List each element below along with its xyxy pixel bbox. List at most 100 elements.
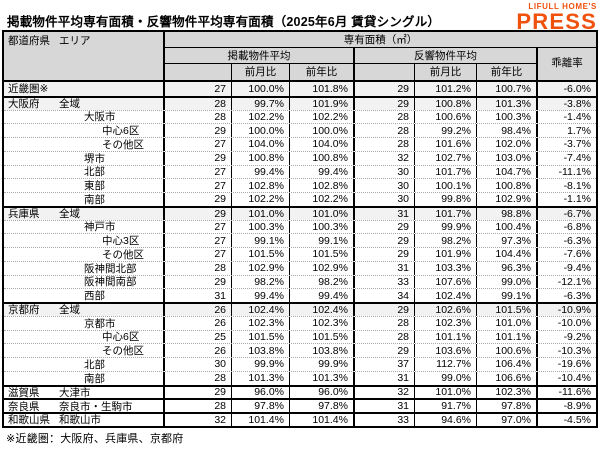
cell-resp_mom: 102.7% [415,151,477,165]
cell-resp_yoy: 101.5% [477,304,538,316]
cell-div: -7.4% [563,152,591,165]
area-label: その他区 [102,138,144,151]
cell-div: -8.9% [563,400,591,412]
cell-listed_yoy: 101.4% [290,414,355,426]
cell-listed_yoy: 104.0% [290,138,355,151]
cell-listed: 26 [165,316,232,330]
cell-listed: 28 [165,261,232,275]
cell-listed_mom: 102.8% [232,179,290,192]
cell-div: -6.8% [563,220,591,233]
cell-listed_yoy: 96.0% [290,386,355,399]
cell-resp_mom: 100.8% [415,97,477,110]
cell-listed: 29 [165,275,232,289]
cell-resp_yoy: 97.8% [477,400,538,412]
cell-resp_yoy: 100.4% [477,220,538,234]
cell-listed_yoy: 99.4% [290,289,355,302]
cell-listed: 27 [165,220,232,234]
cell-resp_mom: 99.9% [415,220,477,234]
cell-area-label: その他区 [4,138,165,151]
cell-listed: 30 [165,358,232,371]
cell-listed: 29 [165,151,232,165]
cell-listed: 27 [165,138,232,151]
table-row: 南部 29 102.2% 102.2% 30 99.8% 102.9% -1.1% [4,192,596,206]
cell-resp: 33 [355,275,415,289]
table-row: 堺市 29 100.8% 100.8% 32 102.7% 103.0% -7.4% [4,150,596,165]
table-row: 滋賀県 大津市 29 96.0% 96.0% 32 101.0% 102.3% -11.6% [4,384,596,399]
cell-div: -12.1% [557,275,591,288]
cell-resp_yoy: 103.0% [477,151,538,165]
cell-area-label: 京都市 [4,316,165,330]
table-row: 北部 27 99.4% 99.4% 30 101.7% 104.7% -11.1% [4,164,596,179]
cell-listed_mom: 100.0% [232,82,290,96]
table-row: 大阪市 28 102.2% 102.2% 28 100.6% 100.3% -1.4% [4,109,596,124]
cell-div: -8.1% [563,179,591,192]
cell-resp_mom: 112.7% [415,358,477,371]
cell-resp_mom: 100.1% [415,179,477,192]
cell-resp_mom: 101.6% [415,138,477,151]
cell-listed_yoy: 102.4% [290,304,355,316]
area-label: 堺市 [84,152,105,165]
cell-area-label: 京都府 全域 [4,304,165,316]
area-label: 奈良市・生駒市 [59,400,133,412]
cell-listed_yoy: 100.0% [290,124,355,137]
cell-resp_yoy: 100.3% [477,110,538,124]
cell-resp: 31 [355,261,415,275]
cell-div: -11.6% [558,386,592,399]
cell-div: -19.6% [557,358,591,371]
cell-div: -1.1% [563,193,591,206]
cell-div: -6.0% [563,82,591,95]
cell-resp: 37 [355,358,415,371]
cell-area-label: 近畿圏※ [4,82,165,96]
area-label: 南部 [84,193,105,206]
cell-resp_mom: 94.6% [415,414,477,426]
cell-listed: 27 [165,179,232,192]
cell-listed_mom: 101.5% [232,248,290,261]
cell-resp: 30 [355,165,415,179]
cell-resp_mom: 99.2% [415,124,477,137]
footnote: ※近畿圏：大阪府、兵庫県、京都府 [6,433,184,445]
cell-listed_yoy: 101.0% [290,207,355,220]
cell-resp_mom: 101.7% [415,207,477,220]
cell-listed: 28 [165,400,232,412]
prefecture-label: 大阪府 [8,98,40,110]
area-label: 中心6区 [102,331,140,344]
cell-listed_yoy: 102.2% [290,110,355,124]
cell-resp_mom: 99.0% [415,371,477,385]
cell-resp_yoy: 98.8% [477,207,538,220]
cell-resp: 29 [355,82,415,96]
cell-listed: 32 [165,414,232,426]
cell-div: -11.1% [558,165,592,178]
cell-resp_yoy: 106.4% [477,358,538,371]
table-row: その他区 27 104.0% 104.0% 28 101.6% 102.0% -3.7% [4,137,596,151]
cell-resp: 32 [355,386,415,399]
cell-resp_yoy: 97.3% [477,234,538,247]
header-response-yoy: 前年比 [477,64,538,80]
cell-area-label: その他区 [4,248,165,261]
press-logo: LIFULL HOME'S PRESS [516,2,597,33]
table-row: 阪神間北部 28 102.9% 102.9% 31 103.3% 96.3% -9.4% [4,260,596,275]
cell-area-label: 東部 [4,179,165,192]
cell-listed: 27 [165,82,232,96]
cell-listed_yoy: 102.2% [290,193,355,206]
area-label: 全域 [59,304,80,316]
cell-resp_mom: 101.7% [415,165,477,179]
cell-resp: 34 [355,289,415,302]
cell-resp_mom: 91.7% [415,400,477,412]
area-label: 北部 [84,166,105,179]
cell-listed_mom: 99.1% [232,234,290,247]
cell-resp_yoy: 102.0% [477,138,538,151]
table-row: 北部 30 99.9% 99.9% 37 112.7% 106.4% -19.6% [4,357,596,371]
table-row: 近畿圏※ 27 100.0% 101.8% 29 101.2% 100.7% -6.0% [4,82,596,96]
cell-div: -9.4% [563,262,591,275]
cell-resp_yoy: 101.1% [477,330,538,344]
area-label: 西部 [84,290,105,302]
prefecture-label: 滋賀県 [8,386,40,399]
cell-listed_mom: 102.4% [232,304,290,316]
cell-div: -3.7% [563,138,591,151]
table-row: 京都府 全域 26 102.4% 102.4% 29 102.6% 101.5% -10.9% [4,302,596,316]
cell-resp: 28 [355,110,415,124]
cell-listed_yoy: 101.9% [290,97,355,110]
cell-listed_yoy: 102.8% [290,179,355,192]
cell-listed_yoy: 103.8% [290,344,355,357]
cell-listed_mom: 101.5% [232,330,290,344]
